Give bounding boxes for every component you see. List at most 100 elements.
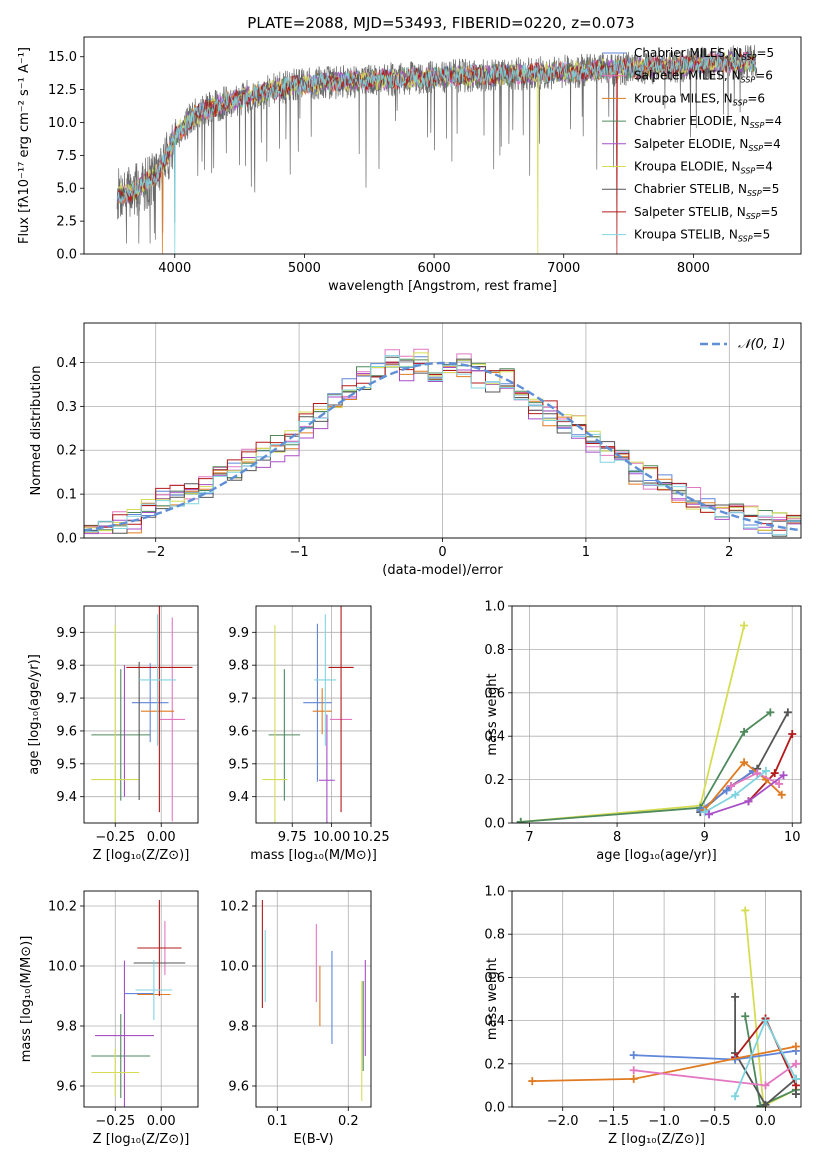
marker-salpeter-miles [753, 769, 762, 778]
x-tick-label: 0 [438, 545, 446, 560]
marker-salpeter-miles [761, 1081, 770, 1090]
legend-label-salpeter-miles: Salpeter MILES, NSSP=6 [634, 69, 773, 85]
x-tick-label: 4000 [158, 261, 191, 276]
y-tick-label: 0.8 [484, 643, 505, 658]
x-tick-label: 7 [525, 830, 533, 845]
axes-frame [83, 36, 802, 255]
y-tick-label: 5.0 [56, 182, 77, 197]
axes-massweight_vs_age: 7 8 9 10 0.0 0.2 0.4 0.6 0.8 1.0 age [log₁₀(age/yr… [484, 600, 802, 863]
axes-frame [83, 890, 199, 1108]
x-axis-label: age [log₁₀(age/yr)] [596, 848, 717, 863]
x-tick-label: 8000 [677, 261, 710, 276]
plot-area [91, 606, 193, 823]
y-tick-label: 9.7 [228, 692, 249, 707]
y-tick-label: 0.4 [56, 356, 77, 371]
marker-chabrier-stelib [783, 708, 792, 717]
y-tick-label: 9.5 [56, 757, 77, 772]
legend: Chabrier MILES, NSSP=5 Salpeter MILES, NS… [602, 46, 782, 244]
marker-salpeter-stelib [788, 730, 797, 739]
marker-kroupa-stelib [731, 790, 740, 799]
marker-kroupa-miles [791, 1042, 800, 1051]
y-tick-label: 9.6 [56, 1080, 77, 1095]
axes-residual_hist: −2 −1 0 1 2 0.0 0.1 0.2 0.3 0.4 (data-model)/error… [29, 322, 802, 578]
model-line-kroupa-stelib [117, 52, 756, 254]
axes-frame [511, 890, 802, 1108]
marker-kroupa-elodie [741, 906, 750, 915]
y-tick-label: 12.5 [48, 83, 77, 98]
y-tick-label: 9.4 [56, 790, 77, 805]
y-tick-label: 2.5 [56, 215, 77, 230]
y-tick-label: 0.6 [484, 971, 505, 986]
y-tick-label: 0.8 [484, 928, 505, 943]
y-tick-label: 9.9 [228, 626, 249, 641]
y-tick-label: 9.6 [228, 1080, 249, 1095]
series-line-kroupa-elodie [744, 910, 797, 1107]
x-tick-label: 10.00 [313, 830, 350, 845]
plot-area [516, 621, 797, 823]
x-tick-label: 5000 [288, 261, 321, 276]
x-axis-label: wavelength [Angstrom, rest frame] [328, 279, 557, 294]
axes-frame [255, 605, 372, 824]
x-axis-label: mass [log₁₀(M/M⊙)] [250, 848, 377, 863]
marker-kroupa-miles [528, 1077, 537, 1086]
y-tick-label: 1.0 [484, 885, 505, 900]
x-tick-label: 9.75 [278, 830, 307, 845]
x-tick-label: −1 [290, 545, 309, 560]
axes-frame [255, 890, 372, 1108]
axes-mass_vs_Z: −0.25 0.00 9.6 9.8 10.0 10.2 Z [log₁₀(Z/Z⊙)] ma… [19, 890, 199, 1147]
plot-area [262, 606, 354, 823]
y-tick-label: 9.7 [56, 692, 77, 707]
axes-mass_vs_ebv: 0.1 0.2 9.6 9.8 10.0 10.2 E(B-V) [220, 890, 372, 1147]
legend-label-kroupa-miles: Kroupa MILES, NSSP=6 [634, 91, 765, 107]
model-line-kroupa-elodie [117, 51, 756, 254]
marker-salpeter-elodie [705, 810, 714, 819]
x-tick-label: 0.00 [147, 830, 176, 845]
y-tick-label: 9.4 [228, 790, 249, 805]
y-tick-label: 9.6 [228, 724, 249, 739]
marker-chabrier-stelib [791, 1090, 800, 1099]
y-axis-label: mass weight [485, 673, 500, 755]
marker-salpeter-elodie [744, 797, 753, 806]
x-tick-label: 10 [784, 830, 801, 845]
y-tick-label: 0.2 [56, 444, 77, 459]
series-line-kroupa-elodie [520, 625, 745, 823]
axes-frame [83, 605, 199, 824]
x-tick-label: 0.00 [147, 1114, 176, 1129]
x-tick-label: −1.0 [648, 1114, 680, 1129]
y-tick-label: 9.9 [56, 626, 77, 641]
marker-kroupa-stelib [791, 1074, 800, 1083]
marker-salpeter-miles [629, 1066, 638, 1075]
marker-kroupa-elodie [740, 621, 749, 630]
y-tick-label: 0.1 [56, 488, 77, 503]
marker-salpeter-miles [726, 782, 735, 791]
marker-chabrier-elodie [516, 817, 525, 823]
legend-label-chabrier-stelib: Chabrier STELIB, NSSP=5 [634, 182, 779, 198]
x-tick-label: 2 [725, 545, 733, 560]
marker-kroupa-miles [740, 758, 749, 767]
y-tick-label: 9.8 [228, 659, 249, 674]
y-tick-label: 0.4 [484, 730, 505, 745]
marker-chabrier-stelib [761, 1100, 770, 1107]
marker-chabrier-elodie [740, 727, 749, 736]
axes-age_vs_Z: −0.25 0.00 9.4 9.5 9.6 9.7 9.8 9.9 Z [log₁₀(Z/Z⊙… [27, 605, 199, 863]
legend-label-chabrier-miles: Chabrier MILES, NSSP=5 [634, 46, 774, 62]
y-tick-label: 0.0 [56, 248, 77, 263]
plot-area [261, 900, 366, 1101]
marker-salpeter-stelib [770, 769, 779, 778]
figure-title: PLATE=2088, MJD=53493, FIBERID=0220, z=0… [247, 14, 634, 32]
legend-label-kroupa-elodie: Kroupa ELODIE, NSSP=4 [634, 160, 773, 176]
marker-chabrier-elodie [741, 1012, 750, 1021]
axes-spectrum: 4000 5000 6000 7000 8000 0.0 2.5 5.0 7.5 10.0 12.5… [17, 36, 802, 294]
x-tick-label: 6000 [418, 261, 451, 276]
marker-chabrier-miles [629, 1051, 638, 1060]
x-tick-label: −2.0 [547, 1114, 579, 1129]
x-axis-label: (data-model)/error [382, 563, 503, 578]
x-tick-label: 9 [701, 830, 709, 845]
x-tick-label: 1 [582, 545, 590, 560]
x-tick-label: 8 [613, 830, 621, 845]
x-axis-label: E(B-V) [293, 1132, 333, 1147]
y-tick-label: 0.6 [484, 686, 505, 701]
axes-frame [83, 322, 802, 539]
marker-salpeter-miles [791, 1059, 800, 1068]
x-tick-label: −1.5 [598, 1114, 630, 1129]
